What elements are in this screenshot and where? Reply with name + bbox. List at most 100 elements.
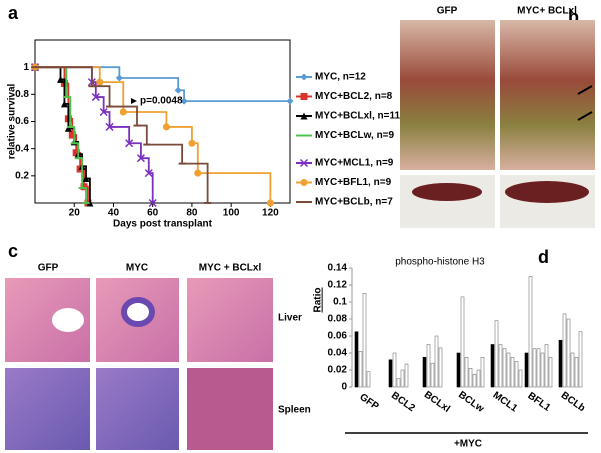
bar — [362, 293, 367, 388]
vessel — [52, 308, 84, 332]
photo — [400, 175, 495, 228]
bar — [400, 369, 405, 388]
bar — [388, 359, 393, 388]
x-tick-label: 40 — [108, 208, 120, 219]
row-label: Spleen — [278, 405, 311, 416]
point — [136, 154, 145, 163]
bar — [566, 318, 571, 388]
bar — [570, 352, 575, 388]
bar — [574, 356, 579, 388]
legend-marker — [300, 73, 308, 81]
vessel — [121, 297, 155, 327]
x-tick-label: BFL1 — [526, 390, 553, 414]
bar — [562, 313, 567, 388]
point — [96, 78, 104, 86]
y-axis-label: Ratio — [313, 288, 324, 313]
legend-label: MYC+BCLw, n=9 — [315, 130, 395, 141]
bar — [548, 356, 553, 388]
point — [82, 175, 90, 183]
x-axis-label: Days post transplant — [113, 219, 213, 230]
column-label: MYC + BCLxl — [199, 263, 262, 274]
bar — [498, 344, 503, 388]
legend-label: MYC+BCLxl, n=11 — [315, 111, 400, 122]
y-tick-label: 0.1 — [333, 297, 347, 308]
survival-curve — [35, 66, 89, 203]
annotation: p=0.0048 — [140, 96, 183, 107]
bar — [536, 348, 541, 388]
point — [162, 123, 170, 131]
bar — [540, 352, 545, 388]
photo-label: MYC+ BCLxl — [517, 6, 577, 17]
bar — [544, 344, 549, 388]
bar — [528, 276, 533, 388]
y-tick-label: 0.4 — [15, 143, 29, 154]
bar — [426, 344, 431, 388]
point — [60, 100, 68, 108]
bar — [404, 363, 409, 388]
legend-label: MYC+BFL1, n=9 — [315, 177, 392, 188]
survival-curve — [35, 66, 154, 203]
x-tick-label: 120 — [262, 208, 279, 219]
panel-letter: c — [8, 241, 18, 261]
point — [286, 97, 294, 105]
x-tick-label: 20 — [69, 208, 81, 219]
bar — [518, 369, 523, 388]
bar — [524, 352, 529, 388]
point — [115, 74, 123, 82]
y-tick-label: 1 — [23, 62, 29, 73]
photo-label: GFP — [437, 6, 458, 17]
bar — [532, 348, 537, 388]
survival-curve — [35, 66, 87, 203]
spleen — [412, 183, 482, 201]
x-tick-label: BCL2 — [389, 390, 417, 414]
bar — [434, 335, 439, 388]
legend-label: MYC+BCLb, n=7 — [315, 197, 393, 208]
x-tick-label: 60 — [147, 208, 159, 219]
bar — [490, 344, 495, 388]
bar — [354, 331, 359, 388]
panel-letter: b — [568, 7, 579, 27]
y-tick-label: 0.2 — [15, 170, 29, 181]
y-tick-label: 0 — [341, 382, 347, 393]
panel-letter: d — [538, 247, 549, 267]
bar — [456, 352, 461, 388]
point — [99, 107, 108, 117]
photo — [400, 20, 495, 170]
column-label: MYC — [126, 263, 148, 274]
bar — [506, 352, 511, 388]
point — [86, 199, 94, 207]
annotation-arrow — [131, 98, 137, 104]
y-tick-label: 0.12 — [328, 280, 348, 291]
point — [91, 93, 100, 102]
bar — [422, 356, 427, 388]
y-tick-label: 0.04 — [328, 348, 348, 359]
row-label: Liver — [278, 313, 302, 324]
bar — [510, 356, 515, 388]
x-tick-label: 100 — [223, 208, 240, 219]
panel-letter: a — [8, 3, 19, 23]
point — [194, 169, 202, 177]
bar — [358, 350, 363, 388]
bar — [438, 347, 443, 388]
point — [266, 199, 274, 207]
point — [72, 149, 80, 157]
spleen — [505, 181, 589, 203]
legend-marker — [300, 179, 308, 186]
y-tick-label: 0.14 — [328, 263, 348, 274]
y-tick-label: 0.06 — [328, 331, 348, 342]
plot-frame — [34, 39, 291, 204]
y-tick-label: 0.8 — [15, 89, 29, 100]
point — [64, 124, 72, 132]
legend-marker — [299, 158, 309, 168]
bar — [472, 373, 477, 388]
photo — [500, 20, 595, 170]
y-axis-label: relative survival — [7, 83, 18, 159]
point — [57, 75, 64, 83]
y-tick-label: 0.08 — [328, 314, 348, 325]
x-tick-label: BCLw — [456, 389, 486, 414]
chart-title: phospho-histone H3 — [395, 257, 485, 268]
point — [125, 139, 134, 148]
bar — [502, 348, 507, 388]
legend-label: MYC+MCL1, n=9 — [315, 158, 394, 169]
